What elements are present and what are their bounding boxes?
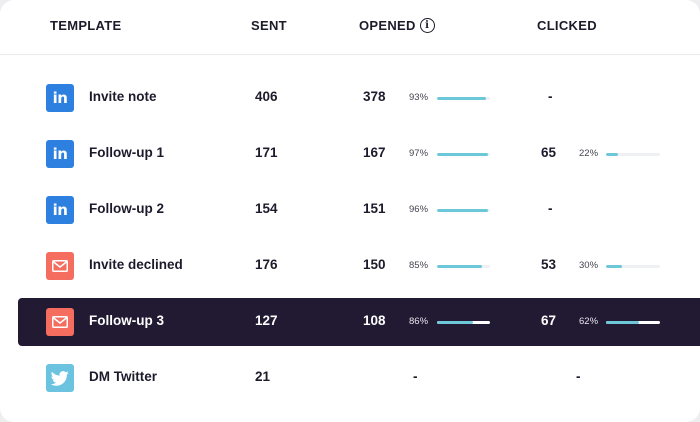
opened-progress-fill: [437, 97, 486, 100]
template-name[interactable]: Invite declined: [89, 257, 183, 272]
opened-count: 150: [363, 257, 386, 272]
info-icon[interactable]: i: [419, 18, 435, 33]
opened-percent: 97%: [409, 148, 429, 159]
column-header-template[interactable]: TEMPLATE: [50, 18, 122, 33]
opened-percent: 96%: [409, 204, 429, 215]
clicked-progress-bar: [606, 265, 660, 268]
opened-percent: 85%: [409, 260, 429, 271]
sent-count: 127: [255, 313, 278, 328]
opened-progress-bar: [437, 153, 490, 156]
clicked-progress-bar: [606, 321, 660, 324]
table-row[interactable]: in Follow-up 2 154 151 96% -: [0, 186, 700, 234]
table-row[interactable]: in Invite note 406 378 93% -: [0, 74, 700, 122]
clicked-progress-fill: [606, 265, 622, 268]
opened-count: 151: [363, 201, 386, 216]
sent-count: 171: [255, 145, 278, 160]
opened-progress-fill: [437, 209, 488, 212]
opened-progress-fill: [437, 265, 482, 268]
template-name[interactable]: Follow-up 2: [89, 201, 164, 216]
twitter-icon: [46, 364, 74, 392]
table-row[interactable]: Follow-up 3 127 108 86% 67 62%: [18, 298, 700, 346]
opened-count: 108: [363, 313, 386, 328]
template-name[interactable]: DM Twitter: [89, 369, 157, 384]
template-name[interactable]: Follow-up 1: [89, 145, 164, 160]
sent-count: 406: [255, 89, 278, 104]
column-header-sent[interactable]: SENT: [251, 18, 287, 33]
opened-progress-bar: [437, 321, 490, 324]
clicked-count: 65: [541, 145, 557, 160]
clicked-count: -: [548, 89, 553, 104]
clicked-percent: 30%: [579, 260, 599, 271]
opened-progress-fill: [437, 321, 473, 324]
opened-progress-bar: [437, 97, 490, 100]
clicked-progress-bar: [606, 153, 660, 156]
linkedin-icon: in: [46, 84, 74, 112]
opened-percent: 93%: [409, 92, 429, 103]
clicked-percent: 62%: [579, 316, 599, 327]
template-name[interactable]: Invite note: [89, 89, 157, 104]
opened-progress-bar: [437, 209, 490, 212]
opened-percent: 86%: [409, 316, 429, 327]
linkedin-icon: in: [46, 196, 74, 224]
clicked-count: 53: [541, 257, 557, 272]
linkedin-icon: in: [46, 140, 74, 168]
column-header-opened[interactable]: OPENED i: [359, 18, 435, 33]
template-name[interactable]: Follow-up 3: [89, 313, 164, 328]
email-icon: [46, 252, 74, 280]
table-row[interactable]: DM Twitter 21 - -: [0, 354, 700, 402]
clicked-progress-fill: [606, 153, 618, 156]
clicked-percent: 22%: [579, 148, 599, 159]
clicked-count: -: [548, 201, 553, 216]
opened-progress-bar: [437, 265, 490, 268]
clicked-count: 67: [541, 313, 557, 328]
clicked-count: -: [576, 369, 581, 384]
sent-count: 21: [255, 369, 271, 384]
column-header-clicked[interactable]: CLICKED: [537, 18, 597, 33]
table-row[interactable]: in Follow-up 1 171 167 97% 65 22%: [0, 130, 700, 178]
opened-count: 378: [363, 89, 386, 104]
sent-count: 154: [255, 201, 278, 216]
sent-count: 176: [255, 257, 278, 272]
clicked-progress-fill: [606, 321, 639, 324]
email-icon: [46, 308, 74, 336]
opened-count: 167: [363, 145, 386, 160]
table-header: TEMPLATE SENT OPENED i CLICKED: [0, 0, 700, 55]
opened-count: -: [413, 369, 418, 384]
opened-progress-fill: [437, 153, 488, 156]
table-row[interactable]: Invite declined 176 150 85% 53 30%: [0, 242, 700, 290]
